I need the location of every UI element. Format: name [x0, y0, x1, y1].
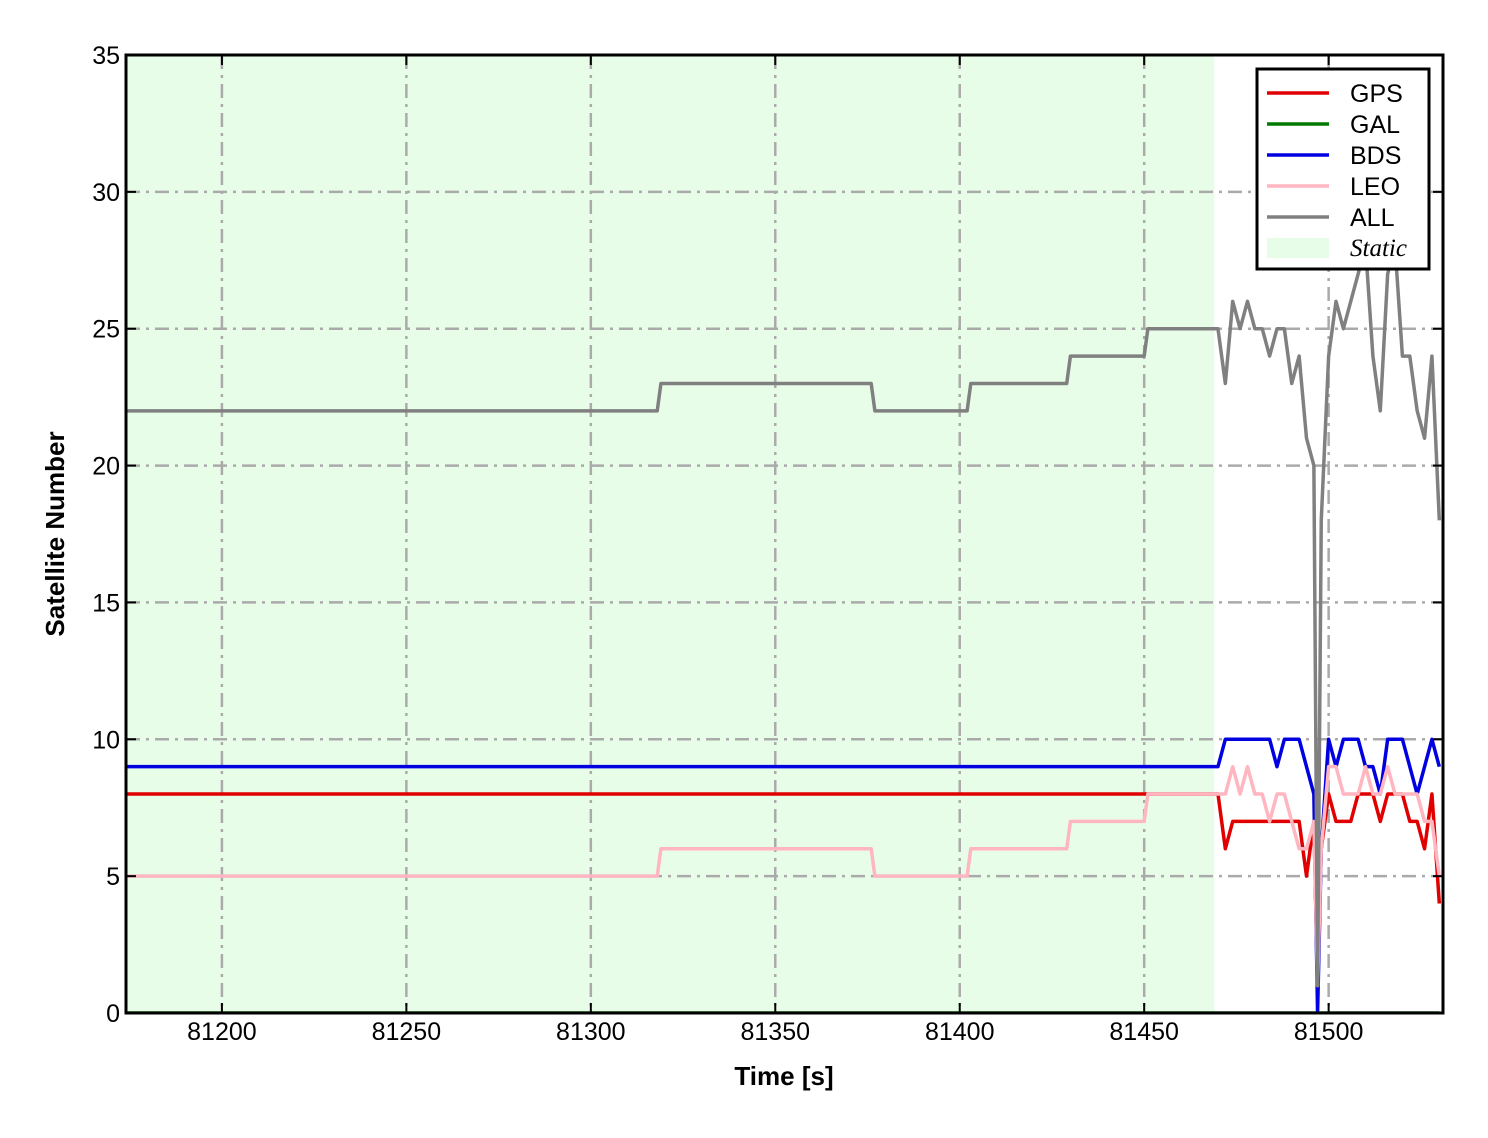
legend-label: ALL: [1350, 204, 1395, 232]
y-tick-label: 35: [92, 42, 120, 70]
plot-frame: [124, 53, 1445, 1015]
y-tick-label: 30: [92, 179, 120, 207]
legend-swatch: [1267, 238, 1329, 258]
series-line: [126, 244, 1442, 988]
legend-label: GPS: [1350, 80, 1403, 108]
x-tick-label: 81500: [1294, 1018, 1364, 1046]
x-tick-label: 81350: [741, 1018, 811, 1046]
x-tick-label: 81300: [556, 1018, 626, 1046]
legend-label: GAL: [1350, 111, 1400, 139]
plot-area: [126, 55, 1443, 1013]
y-axis-label: Satellite Number: [40, 431, 70, 636]
legend-box: [1255, 67, 1431, 271]
shaded-region: [126, 55, 1215, 1013]
y-tick-label: 25: [92, 316, 120, 344]
legend-label: LEO: [1350, 173, 1400, 201]
x-tick-label: 81250: [372, 1018, 442, 1046]
y-tick-label: 5: [106, 863, 120, 891]
x-axis-label: Time [s]: [734, 1061, 833, 1091]
x-tick-label: 81400: [925, 1018, 995, 1046]
x-tick-label: 81200: [187, 1018, 257, 1046]
legend-label: Static: [1350, 235, 1407, 262]
series-line: [126, 764, 1442, 988]
y-tick-label: 15: [92, 589, 120, 617]
y-tick-label: 10: [92, 726, 120, 754]
y-tick-label: 0: [106, 1000, 120, 1028]
x-tick-label: 81450: [1109, 1018, 1179, 1046]
y-tick-label: 20: [92, 453, 120, 481]
legend-label: BDS: [1350, 142, 1401, 170]
series-line: [126, 737, 1441, 1013]
